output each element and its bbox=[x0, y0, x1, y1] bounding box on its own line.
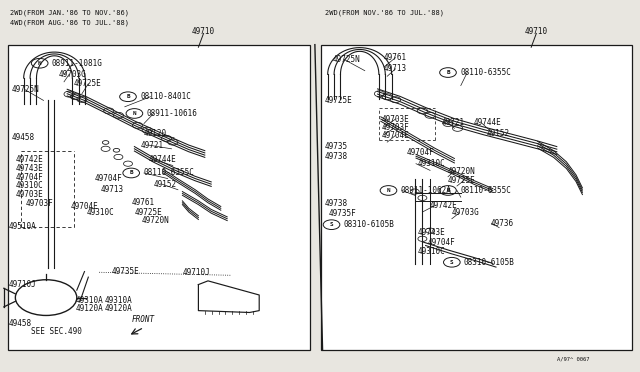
Text: 49310C: 49310C bbox=[86, 208, 114, 217]
Text: 49120A: 49120A bbox=[104, 304, 132, 313]
Text: 49703F: 49703F bbox=[26, 199, 53, 208]
Text: 2WD(FROM NOV.'86 TO JUL.'88): 2WD(FROM NOV.'86 TO JUL.'88) bbox=[325, 10, 444, 16]
Text: 49720N: 49720N bbox=[142, 216, 170, 225]
Text: 49735E: 49735E bbox=[112, 267, 140, 276]
Circle shape bbox=[113, 148, 120, 152]
Text: 49152: 49152 bbox=[486, 129, 509, 138]
Text: S: S bbox=[330, 222, 333, 227]
Text: 49725N: 49725N bbox=[333, 55, 360, 64]
Text: 4WD(FROM AUG.'86 TO JUL.'88): 4WD(FROM AUG.'86 TO JUL.'88) bbox=[10, 19, 129, 26]
Text: B: B bbox=[129, 170, 133, 176]
Text: 49310A: 49310A bbox=[76, 296, 103, 305]
Text: 49704F: 49704F bbox=[95, 174, 122, 183]
Text: 49510A: 49510A bbox=[9, 222, 36, 231]
Text: 49744E: 49744E bbox=[148, 155, 176, 164]
Text: 49742E: 49742E bbox=[16, 155, 44, 164]
Text: FRONT: FRONT bbox=[131, 315, 154, 324]
Text: 08110-6355C: 08110-6355C bbox=[143, 169, 194, 177]
Text: 49721: 49721 bbox=[141, 141, 164, 150]
Text: 49744E: 49744E bbox=[474, 118, 501, 127]
Text: 49725N: 49725N bbox=[12, 85, 39, 94]
Text: 49725E: 49725E bbox=[74, 79, 101, 88]
Text: B: B bbox=[126, 94, 130, 99]
Text: 08310-6105B: 08310-6105B bbox=[464, 258, 515, 267]
Text: 49704F: 49704F bbox=[16, 173, 44, 182]
Bar bbox=[321, 45, 632, 350]
Text: 49725E: 49725E bbox=[325, 96, 353, 105]
Text: 49725E: 49725E bbox=[134, 208, 162, 217]
Text: 49743E: 49743E bbox=[417, 228, 445, 237]
Text: 49120: 49120 bbox=[144, 129, 167, 138]
Text: 49704F: 49704F bbox=[428, 238, 455, 247]
Text: 49736: 49736 bbox=[490, 219, 513, 228]
Text: N: N bbox=[38, 61, 42, 66]
Text: 49713: 49713 bbox=[384, 64, 407, 73]
Text: 49742E: 49742E bbox=[430, 201, 458, 210]
Text: N: N bbox=[387, 188, 390, 193]
Text: 49703G: 49703G bbox=[452, 208, 479, 217]
Text: 08110-8401C: 08110-8401C bbox=[140, 92, 191, 101]
Text: 49310C: 49310C bbox=[417, 247, 445, 256]
Text: 08110-6355C: 08110-6355C bbox=[460, 68, 511, 77]
Text: 49704E: 49704E bbox=[70, 202, 98, 211]
Text: 49458: 49458 bbox=[12, 133, 35, 142]
Text: 49704E: 49704E bbox=[381, 131, 409, 140]
Text: 49710J: 49710J bbox=[9, 280, 36, 289]
Text: 49735: 49735 bbox=[325, 142, 348, 151]
Text: 49710J: 49710J bbox=[182, 268, 210, 277]
Text: 08110-6355C: 08110-6355C bbox=[460, 186, 511, 195]
Text: B: B bbox=[446, 70, 450, 75]
Text: A/97^ 0067: A/97^ 0067 bbox=[557, 356, 589, 362]
Text: 49743E: 49743E bbox=[16, 164, 44, 173]
Text: 49710: 49710 bbox=[192, 27, 215, 36]
Text: 49310C: 49310C bbox=[417, 159, 445, 168]
Text: 2WD(FROM JAN.'86 TO NOV.'86): 2WD(FROM JAN.'86 TO NOV.'86) bbox=[10, 10, 129, 16]
Text: S: S bbox=[450, 260, 454, 265]
Text: 49713: 49713 bbox=[101, 185, 124, 194]
Text: 49310A: 49310A bbox=[104, 296, 132, 305]
Text: 49738: 49738 bbox=[325, 199, 348, 208]
Text: 08911-1081G: 08911-1081G bbox=[52, 59, 102, 68]
Text: 08911-10616: 08911-10616 bbox=[147, 109, 197, 118]
Text: B: B bbox=[446, 188, 450, 193]
Text: 49761: 49761 bbox=[131, 198, 154, 207]
Text: 08911-1062A: 08911-1062A bbox=[401, 186, 451, 195]
Text: 49735F: 49735F bbox=[329, 209, 356, 218]
Text: 49721: 49721 bbox=[442, 118, 465, 127]
Text: N: N bbox=[132, 111, 136, 116]
Text: 49761: 49761 bbox=[384, 53, 407, 62]
Text: 49703G: 49703G bbox=[59, 70, 86, 79]
Text: 49152: 49152 bbox=[154, 180, 177, 189]
Circle shape bbox=[102, 141, 109, 144]
Text: 49120A: 49120A bbox=[76, 304, 103, 313]
Text: 49704F: 49704F bbox=[406, 148, 434, 157]
Text: 49725E: 49725E bbox=[448, 176, 476, 185]
Text: 49710: 49710 bbox=[525, 27, 548, 36]
Text: 49703E: 49703E bbox=[381, 115, 409, 124]
Text: 08310-6105B: 08310-6105B bbox=[344, 220, 394, 229]
Text: 49703F: 49703F bbox=[381, 123, 409, 132]
Text: 49458: 49458 bbox=[9, 319, 32, 328]
Text: 49720N: 49720N bbox=[448, 167, 476, 176]
Text: 49310C: 49310C bbox=[16, 181, 44, 190]
Text: 49703E: 49703E bbox=[16, 190, 44, 199]
Bar bbox=[8, 45, 310, 350]
Text: SEE SEC.490: SEE SEC.490 bbox=[31, 327, 81, 336]
Text: 49738: 49738 bbox=[325, 152, 348, 161]
